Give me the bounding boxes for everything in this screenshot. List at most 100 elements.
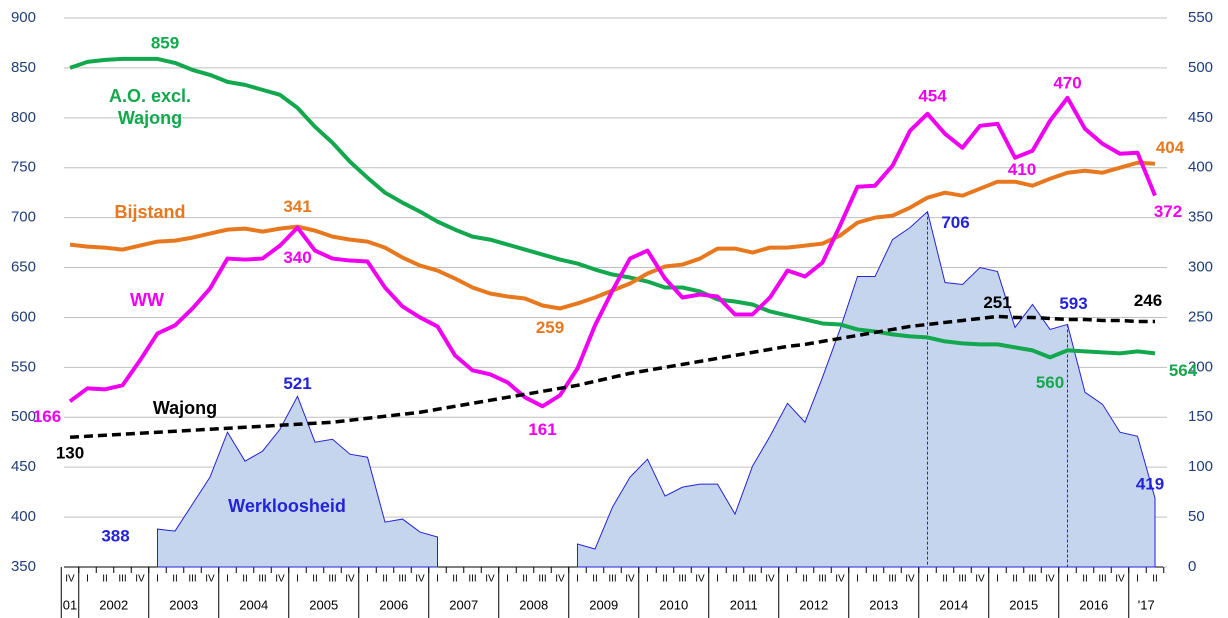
data-label: 130	[56, 444, 84, 463]
x-tick-label: III	[958, 574, 966, 585]
x-tick-label: IV	[555, 574, 565, 585]
x-tick-label: III	[1028, 574, 1036, 585]
x-tick-label: IV	[765, 574, 775, 585]
x-tick-label: III	[468, 574, 476, 585]
y2-tick-label: 0	[1188, 558, 1196, 575]
x-tick-label: IV	[625, 574, 635, 585]
x-tick-label: II	[802, 574, 808, 585]
x-tick-label: III	[188, 574, 196, 585]
y-tick-label: 850	[11, 59, 36, 76]
y2-tick-label: 550	[1188, 9, 1213, 26]
x-tick-label: IV	[695, 574, 705, 585]
x-tick-label: III	[258, 574, 266, 585]
x-tick-label: II	[522, 574, 528, 585]
x-tick-label: I	[926, 574, 929, 585]
y-tick-label: 450	[11, 458, 36, 475]
y-tick-label: 650	[11, 259, 36, 276]
data-label: 859	[151, 33, 179, 52]
x-tick-label: III	[818, 574, 826, 585]
x-tick-label: I	[296, 574, 299, 585]
year-label: 2004	[239, 597, 268, 612]
x-tick-label: III	[888, 574, 896, 585]
x-tick-label: III	[678, 574, 686, 585]
x-tick-label: III	[118, 574, 126, 585]
x-tick-label: III	[538, 574, 546, 585]
year-label: 2009	[589, 597, 618, 612]
year-label: 2011	[730, 597, 758, 612]
x-tick-label: I	[366, 574, 369, 585]
year-label: 2005	[309, 597, 338, 612]
year-label: 2007	[449, 597, 478, 612]
y-tick-label: 400	[11, 508, 36, 525]
x-tick-label: I	[646, 574, 649, 585]
year-label: '17	[1138, 597, 1155, 612]
y-tick-label: 600	[11, 308, 36, 325]
data-label: 341	[283, 197, 311, 216]
x-tick-label: IV	[345, 574, 355, 585]
year-label: 01	[63, 597, 77, 612]
year-label: 2012	[799, 597, 828, 612]
year-label: 2016	[1079, 597, 1108, 612]
data-label: 419	[1136, 475, 1164, 494]
y2-tick-label: 300	[1188, 259, 1213, 276]
series-label: Wajong	[152, 398, 218, 418]
data-label: 166	[33, 407, 61, 426]
data-label: 593	[1059, 294, 1087, 313]
year-label: 2013	[869, 597, 898, 612]
x-tick-label: IV	[65, 574, 75, 585]
y2-tick-label: 500	[1188, 59, 1213, 76]
x-tick-label: II	[102, 574, 108, 585]
x-tick-label: IV	[975, 574, 985, 585]
y-tick-label: 700	[11, 209, 36, 226]
series-label: Werkloosheid	[228, 496, 346, 516]
y2-tick-label: 100	[1188, 458, 1213, 475]
x-tick-label: III	[748, 574, 756, 585]
x-tick-label: I	[996, 574, 999, 585]
x-tick-label: II	[592, 574, 598, 585]
y2-tick-label: 450	[1188, 109, 1213, 126]
x-tick-label: II	[242, 574, 248, 585]
x-tick-label: I	[226, 574, 229, 585]
y2-tick-label: 200	[1188, 358, 1213, 375]
data-label: 161	[528, 420, 556, 439]
year-label: 2006	[379, 597, 408, 612]
x-tick-label: III	[608, 574, 616, 585]
x-tick-label: II	[662, 574, 668, 585]
series-label: WW	[130, 290, 164, 310]
x-tick-label: II	[942, 574, 948, 585]
x-tick-label: IV	[485, 574, 495, 585]
y-tick-label: 800	[11, 109, 36, 126]
x-tick-label: II	[1012, 574, 1018, 585]
x-tick-label: I	[716, 574, 719, 585]
x-tick-label: III	[1098, 574, 1106, 585]
x-tick-label: II	[312, 574, 318, 585]
y2-tick-label: 250	[1188, 308, 1213, 325]
series-label: Bijstand	[114, 202, 186, 222]
x-tick-label: IV	[905, 574, 915, 585]
x-tick-label: IV	[415, 574, 425, 585]
data-label: 470	[1053, 73, 1081, 92]
data-label: 259	[536, 318, 564, 337]
y-tick-label: 500	[11, 408, 36, 425]
x-tick-label: I	[576, 574, 579, 585]
x-tick-label: I	[786, 574, 789, 585]
x-tick-label: III	[398, 574, 406, 585]
x-tick-label: I	[86, 574, 89, 585]
y2-tick-label: 350	[1188, 209, 1213, 226]
line	[68, 95, 1157, 409]
data-label: 404	[1156, 138, 1185, 157]
y-tick-label: 550	[11, 358, 36, 375]
data-label: 372	[1154, 202, 1182, 221]
x-tick-label: II	[452, 574, 458, 585]
data-label: 340	[283, 248, 311, 267]
y2-tick-label: 150	[1188, 408, 1213, 425]
x-tick-label: I	[856, 574, 859, 585]
year-label: 2008	[519, 597, 548, 612]
dashed-line	[69, 314, 1155, 439]
data-label: 388	[101, 527, 129, 546]
x-tick-label: I	[436, 574, 439, 585]
x-tick-label: III	[328, 574, 336, 585]
x-tick-label: IV	[135, 574, 145, 585]
